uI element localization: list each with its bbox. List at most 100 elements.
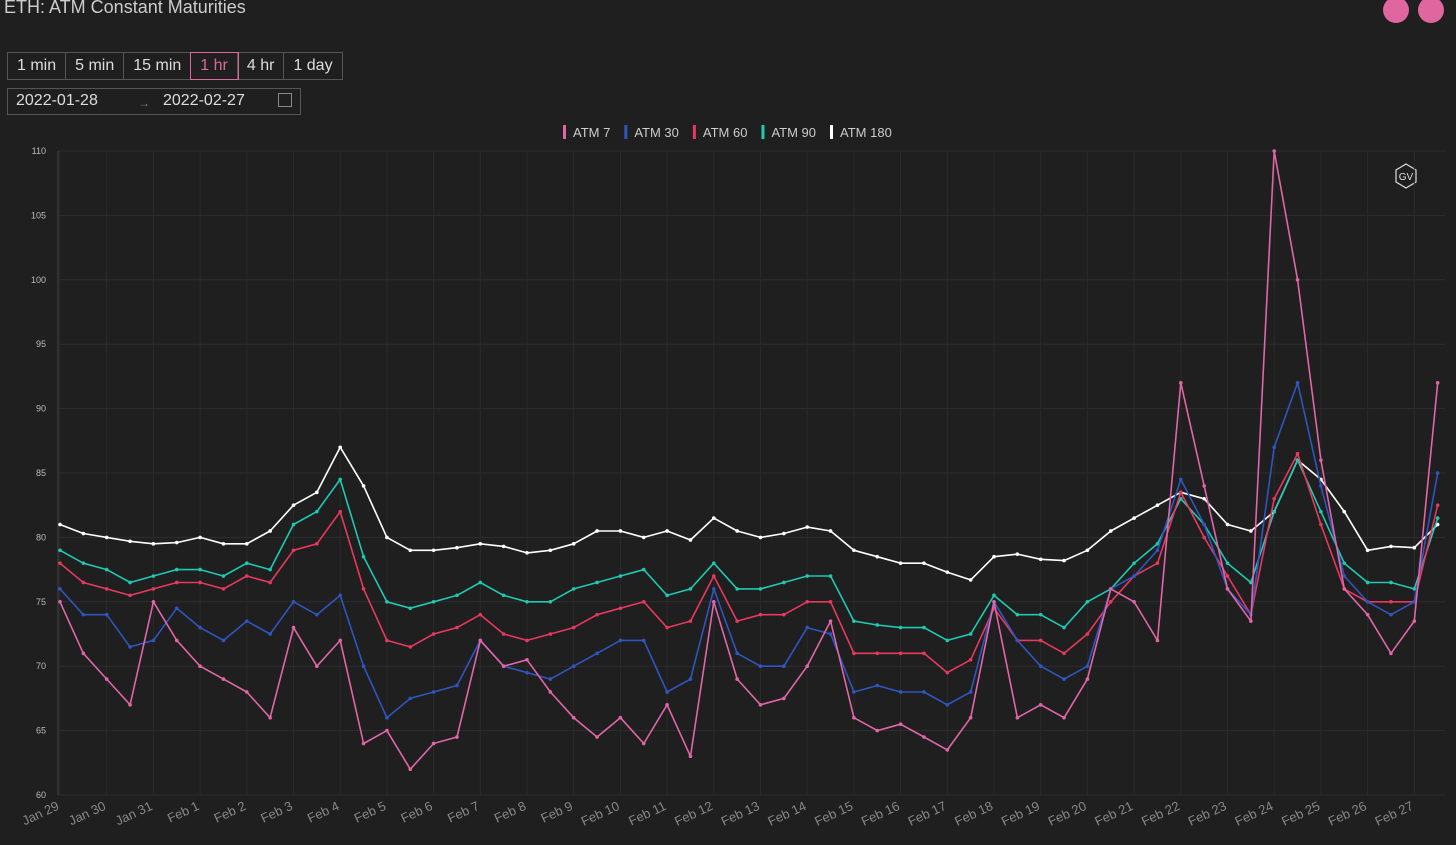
data-point [198, 625, 202, 630]
data-point [782, 696, 786, 701]
page-title: ETH: ATM Constant Maturities [4, 0, 246, 17]
data-point [1412, 619, 1417, 623]
data-point [58, 548, 62, 553]
screenshot-button[interactable] [1383, 0, 1409, 23]
data-point [268, 580, 272, 585]
x-tick-label: Jan 30 [66, 798, 108, 828]
data-point [198, 580, 202, 585]
data-point [852, 619, 856, 623]
data-point [1015, 638, 1020, 643]
data-point [268, 715, 272, 720]
y-tick-label: 110 [32, 146, 46, 156]
y-tick-label: 85 [36, 468, 46, 478]
data-point [875, 554, 880, 559]
y-tick-label: 100 [31, 275, 46, 285]
series-line [59, 150, 1439, 770]
date-range[interactable]: 2022-01-28 → 2022-02-27 [7, 88, 301, 115]
data-point [828, 574, 833, 578]
data-point [221, 574, 226, 578]
data-point [104, 535, 109, 540]
data-point [1342, 561, 1347, 565]
data-point [525, 657, 529, 662]
data-point [478, 542, 483, 546]
data-point [1365, 600, 1370, 604]
data-point [782, 612, 786, 617]
data-point [1179, 381, 1183, 385]
y-tick-label: 75 [36, 597, 46, 607]
data-point [758, 612, 763, 617]
data-point [1435, 503, 1440, 508]
data-point [1225, 574, 1230, 578]
data-point [1062, 558, 1066, 563]
x-tick-label: Feb 15 [812, 798, 855, 829]
data-point [922, 625, 926, 630]
data-point [455, 625, 459, 630]
x-tick-label: Feb 25 [1279, 798, 1322, 829]
data-point [385, 535, 389, 540]
data-point [712, 600, 716, 604]
data-point [455, 593, 459, 598]
data-point [922, 735, 926, 739]
data-point [735, 651, 739, 656]
data-point [338, 638, 343, 643]
data-point [1085, 548, 1090, 553]
data-point [1108, 587, 1113, 591]
data-point [712, 561, 716, 565]
data-point [618, 638, 623, 643]
interval-button[interactable]: 15 min [124, 53, 192, 79]
x-tick-label: Feb 3 [258, 798, 294, 826]
x-tick-label: Feb 7 [445, 798, 481, 826]
logo: GV [1399, 172, 1414, 183]
data-point [618, 715, 623, 720]
interval-button[interactable]: 1 min [8, 53, 67, 79]
data-point [992, 593, 996, 598]
data-point [408, 767, 413, 772]
data-point [945, 570, 950, 574]
data-point [315, 542, 319, 546]
end-date: 2022-02-27 [163, 92, 245, 109]
data-point [385, 715, 389, 720]
data-point [58, 600, 62, 604]
data-point [221, 542, 226, 546]
data-point [128, 580, 132, 585]
x-tick-label: Feb 22 [1139, 798, 1182, 829]
data-point [151, 542, 156, 546]
data-point [291, 600, 296, 604]
x-tick-label: Feb 27 [1373, 798, 1416, 829]
data-point [1085, 632, 1090, 636]
data-point [1225, 561, 1230, 565]
x-tick-label: Feb 21 [1092, 798, 1135, 829]
data-point [198, 567, 202, 572]
data-point [1132, 561, 1136, 565]
data-point [898, 690, 903, 694]
data-point [1155, 561, 1160, 565]
data-point [945, 638, 950, 643]
x-tick-label: Jan 29 [20, 798, 62, 828]
data-point [1038, 612, 1043, 617]
interval-button[interactable]: 1 day [293, 57, 333, 74]
data-point [1085, 677, 1090, 681]
x-tick-label: Feb 1 [165, 798, 201, 826]
data-point [81, 561, 86, 565]
data-point [338, 593, 343, 598]
data-point [245, 561, 249, 565]
data-point [945, 748, 950, 752]
data-point [758, 703, 763, 707]
data-point [595, 735, 599, 739]
data-point [735, 587, 739, 591]
data-point [665, 625, 669, 630]
data-point [174, 580, 179, 585]
interval-button[interactable]: 5 min [66, 53, 125, 79]
interval-button[interactable]: 1 hr [190, 52, 239, 80]
download-button[interactable] [1418, 0, 1444, 23]
data-point [571, 715, 576, 720]
data-point [455, 683, 459, 688]
data-point [268, 529, 272, 533]
interval-button[interactable]: 4 hr [238, 53, 285, 79]
data-point [945, 703, 950, 707]
data-point [315, 509, 319, 514]
data-point [1108, 529, 1113, 533]
data-point [478, 638, 483, 643]
data-point [735, 677, 739, 681]
data-point [431, 690, 436, 694]
